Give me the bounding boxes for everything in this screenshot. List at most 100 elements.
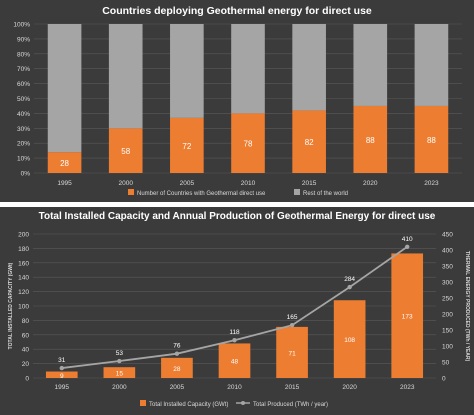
x-tick-label: 2000	[112, 384, 127, 391]
rest-of-world-bar	[47, 24, 82, 153]
right-y-tick-label: 300	[442, 280, 453, 287]
y-tick-label: 30%	[17, 126, 30, 133]
y-tick-label: 0%	[21, 171, 31, 178]
rest-of-world-bar	[353, 24, 388, 106]
left-y-tick-label: 100	[18, 304, 29, 311]
right-y-tick-label: 150	[442, 328, 453, 335]
rest-of-world-bar	[414, 24, 449, 106]
legend-swatch-production-marker	[241, 401, 245, 405]
country-count-label: 88	[427, 136, 436, 145]
legend-label-rest: Rest of the world	[303, 191, 348, 197]
production-value-label: 410	[402, 236, 413, 243]
y-tick-label: 20%	[17, 141, 30, 148]
country-count-label: 88	[366, 136, 375, 145]
capacity-value-label: 108	[344, 337, 355, 344]
rest-of-world-bar	[231, 24, 265, 114]
left-y-tick-label: 60	[22, 332, 30, 339]
rest-of-world-bar	[292, 24, 326, 111]
x-tick-label: 2020	[342, 384, 357, 391]
x-tick-label: 2015	[302, 180, 317, 187]
y-tick-label: 40%	[17, 111, 30, 118]
right-axis-title: THERMAL ENERGY PRODUCED (TWh / YEAR)	[464, 251, 470, 362]
production-value-label: 31	[58, 357, 66, 364]
country-bar	[47, 152, 82, 173]
capacity-value-label: 71	[288, 350, 296, 357]
country-count-label: 78	[244, 140, 253, 149]
capacity-chart-panel: Total Installed Capacity and Annual Prod…	[0, 207, 474, 415]
x-tick-label: 2005	[180, 180, 195, 187]
left-axis-title: TOTAL INSTALLED CAPACITY (GWt)	[8, 262, 14, 349]
countries-chart-panel: Countries deploying Geothermal energy fo…	[0, 0, 474, 202]
production-value-label: 53	[116, 350, 124, 357]
country-bar	[231, 113, 265, 173]
capacity-bar	[333, 300, 366, 378]
left-y-tick-label: 80	[22, 318, 30, 325]
left-y-tick-label: 160	[18, 260, 29, 267]
right-y-tick-label: 100	[442, 344, 453, 351]
capacity-value-label: 15	[116, 371, 124, 378]
x-tick-label: 2000	[118, 180, 133, 187]
production-point	[232, 338, 237, 343]
country-count-label: 28	[60, 159, 69, 168]
right-y-tick-label: 50	[442, 360, 450, 367]
left-y-tick-label: 140	[18, 275, 29, 282]
country-bar	[170, 117, 204, 173]
legend-swatch-countries	[128, 189, 134, 195]
left-y-tick-label: 120	[18, 289, 29, 296]
left-y-tick-label: 20	[22, 361, 30, 368]
capacity-bar	[161, 357, 193, 378]
production-point	[117, 358, 122, 364]
x-tick-label: 2023	[424, 180, 439, 187]
country-count-label: 82	[305, 138, 314, 147]
capacity-bar	[276, 326, 308, 378]
y-tick-label: 80%	[17, 51, 30, 58]
right-y-tick-label: 400	[442, 248, 453, 255]
production-value-label: 118	[229, 329, 240, 336]
capacity-bar	[391, 253, 424, 378]
left-y-tick-label: 40	[22, 347, 30, 354]
x-tick-label: 2010	[227, 384, 242, 391]
right-y-tick-label: 450	[442, 232, 453, 239]
capacity-chart-title: Total Installed Capacity and Annual Prod…	[38, 211, 436, 222]
capacity-bar	[218, 343, 251, 378]
x-tick-label: 2020	[363, 180, 378, 187]
capacity-value-label: 48	[231, 359, 239, 366]
right-y-tick-label: 350	[442, 264, 453, 271]
y-tick-label: 70%	[17, 66, 30, 73]
right-y-tick-label: 0	[442, 376, 446, 383]
country-count-label: 72	[182, 142, 191, 151]
production-point	[289, 323, 295, 328]
left-y-tick-label: 180	[18, 246, 29, 253]
legend-label-production: Total Produced (TWh / year)	[253, 402, 328, 408]
capacity-bar	[103, 367, 136, 378]
x-tick-label: 1995	[57, 180, 72, 187]
country-bar	[292, 110, 326, 173]
production-point	[174, 351, 180, 356]
legend-label-countries: Number of Countries with Geothermal dire…	[137, 191, 266, 197]
capacity-chart: 0204060801001201401601802000501001502002…	[8, 232, 470, 409]
y-tick-label: 50%	[17, 96, 30, 103]
y-tick-label: 90%	[17, 36, 30, 43]
country-count-label: 58	[121, 147, 130, 156]
capacity-value-label: 173	[402, 314, 413, 321]
legend-swatch-capacity	[140, 400, 146, 406]
right-y-tick-label: 200	[442, 312, 453, 319]
x-tick-label: 2015	[285, 384, 300, 391]
left-y-tick-label: 0	[25, 376, 29, 383]
x-tick-label: 2023	[400, 384, 415, 391]
country-bar	[414, 105, 449, 173]
legend-swatch-rest	[294, 189, 300, 195]
production-value-label: 284	[344, 276, 355, 283]
right-y-tick-label: 250	[442, 296, 453, 303]
country-bar	[108, 128, 143, 173]
x-tick-label: 2010	[241, 180, 256, 187]
production-point	[405, 244, 410, 249]
rest-of-world-bar	[108, 24, 143, 129]
country-bar	[353, 105, 388, 173]
production-value-label: 76	[173, 343, 181, 350]
capacity-value-label: 9	[60, 373, 64, 380]
production-point	[347, 284, 352, 290]
countries-chart: 0% 10% 20% 30% 40% 50% 60% 70% 80% 90% 100% 28 1995 5…	[13, 22, 462, 197]
production-point	[59, 365, 64, 371]
rest-of-world-bar	[170, 24, 204, 118]
